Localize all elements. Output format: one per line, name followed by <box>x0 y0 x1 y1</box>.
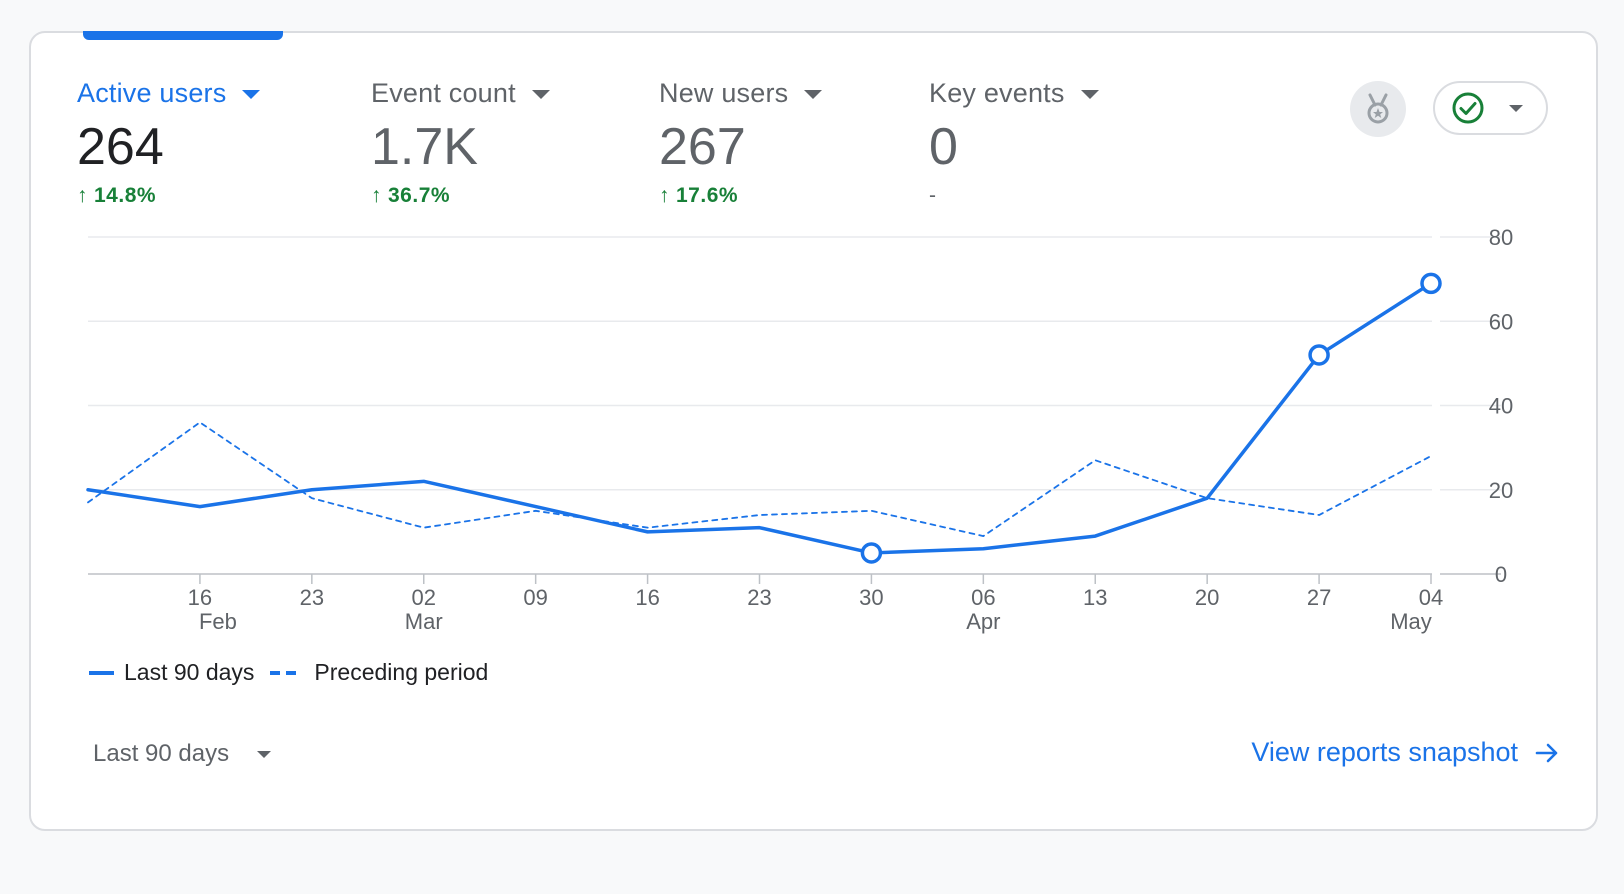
x-tick-month-label: May <box>1390 609 1432 634</box>
metric-label: Active users <box>77 78 227 108</box>
metric-change: - <box>929 184 1099 208</box>
arrow-up-icon: ↑ <box>77 184 88 208</box>
data-point-marker <box>1420 272 1442 295</box>
legend-solid-swatch <box>89 670 114 675</box>
x-tick-label: 23 <box>300 585 324 610</box>
arrow-up-icon: ↑ <box>659 184 670 208</box>
metric-header[interactable]: Active users <box>77 78 261 109</box>
chevron-down-icon <box>242 90 261 99</box>
link-label: View reports snapshot <box>1251 737 1518 767</box>
legend-item-current: Last 90 days <box>89 659 254 686</box>
data-point-marker <box>860 542 883 564</box>
arrow-right-icon <box>1535 743 1558 762</box>
insights-badge-button[interactable] <box>1350 81 1406 137</box>
metric-new-users[interactable]: New users 267 ↑ 17.6% <box>659 78 823 208</box>
x-tick-label: 16 <box>188 585 212 610</box>
metric-change-value: 14.8% <box>94 184 157 208</box>
legend-label: Preceding period <box>314 659 489 685</box>
metric-label: New users <box>659 78 789 108</box>
y-tick-label: 80 <box>1489 225 1513 250</box>
metric-value: 0 <box>929 118 958 176</box>
active-tab-indicator <box>83 31 283 40</box>
y-tick-label: 0 <box>1495 562 1507 587</box>
metric-header[interactable]: Key events <box>929 78 1099 109</box>
data-point-marker <box>1308 344 1330 366</box>
chart-legend: Last 90 days Preceding period <box>89 659 504 686</box>
date-range-dropdown[interactable]: Last 90 days <box>93 740 272 768</box>
x-tick-label: 20 <box>1195 585 1219 610</box>
axis-gap <box>1432 227 1440 584</box>
chevron-down-icon <box>1080 90 1099 99</box>
legend-label: Last 90 days <box>124 659 255 685</box>
chevron-down-icon <box>1509 104 1523 112</box>
metric-change-value: 36.7% <box>388 184 451 208</box>
metric-label: Key events <box>929 78 1065 108</box>
series-line-last-90-days <box>86 281 1433 555</box>
series-line-preceding-period <box>87 421 1432 537</box>
x-tick-label: 30 <box>859 585 883 610</box>
chevron-down-icon <box>804 90 823 99</box>
metric-change-value: 17.6% <box>676 184 739 208</box>
check-circle-icon <box>1452 92 1484 124</box>
metric-key-events[interactable]: Key events 0 - <box>929 78 1099 208</box>
x-tick-month-label: Feb <box>199 609 237 634</box>
arrow-up-icon: ↑ <box>371 184 382 208</box>
metric-active-users[interactable]: Active users 264 ↑ 14.8% <box>77 78 261 208</box>
metric-header[interactable]: New users <box>659 78 823 109</box>
metric-event-count[interactable]: Event count 1.7K ↑ 36.7% <box>371 78 550 208</box>
view-reports-snapshot-link[interactable]: View reports snapshot <box>1251 737 1560 768</box>
chevron-down-icon <box>257 750 272 758</box>
y-tick-label: 40 <box>1489 394 1513 419</box>
x-tick-month-label: Mar <box>405 609 443 634</box>
chevron-down-icon <box>531 90 550 99</box>
metric-header[interactable]: Event count <box>371 78 550 109</box>
metric-value: 267 <box>659 118 746 176</box>
x-tick-label: 06 <box>971 585 995 610</box>
medal-icon <box>1367 93 1389 124</box>
x-tick-label: 04 <box>1419 585 1443 610</box>
date-range-label: Last 90 days <box>93 740 230 767</box>
legend-item-previous: Preceding period <box>270 659 488 686</box>
status-dropdown-button[interactable] <box>1433 81 1548 135</box>
x-tick-label: 23 <box>747 585 771 610</box>
metric-change-value: - <box>929 184 937 208</box>
y-tick-label: 20 <box>1489 478 1513 503</box>
metric-change: ↑ 36.7% <box>371 184 550 208</box>
x-tick-label: 02 <box>412 585 436 610</box>
y-tick-label: 60 <box>1489 309 1513 334</box>
metric-value: 1.7K <box>371 118 478 176</box>
overview-card: Active users 264 ↑ 14.8% Event count 1.7… <box>29 31 1598 831</box>
metric-value: 264 <box>77 118 164 176</box>
x-tick-month-label: Apr <box>966 609 1000 634</box>
x-tick-label: 16 <box>635 585 659 610</box>
legend-dashed-swatch <box>270 670 302 675</box>
metric-label: Event count <box>371 78 516 108</box>
metric-change: ↑ 17.6% <box>659 184 822 208</box>
x-tick-label: 27 <box>1307 585 1331 610</box>
metric-change: ↑ 14.8% <box>77 184 260 208</box>
x-tick-label: 13 <box>1083 585 1107 610</box>
x-tick-label: 09 <box>523 585 547 610</box>
